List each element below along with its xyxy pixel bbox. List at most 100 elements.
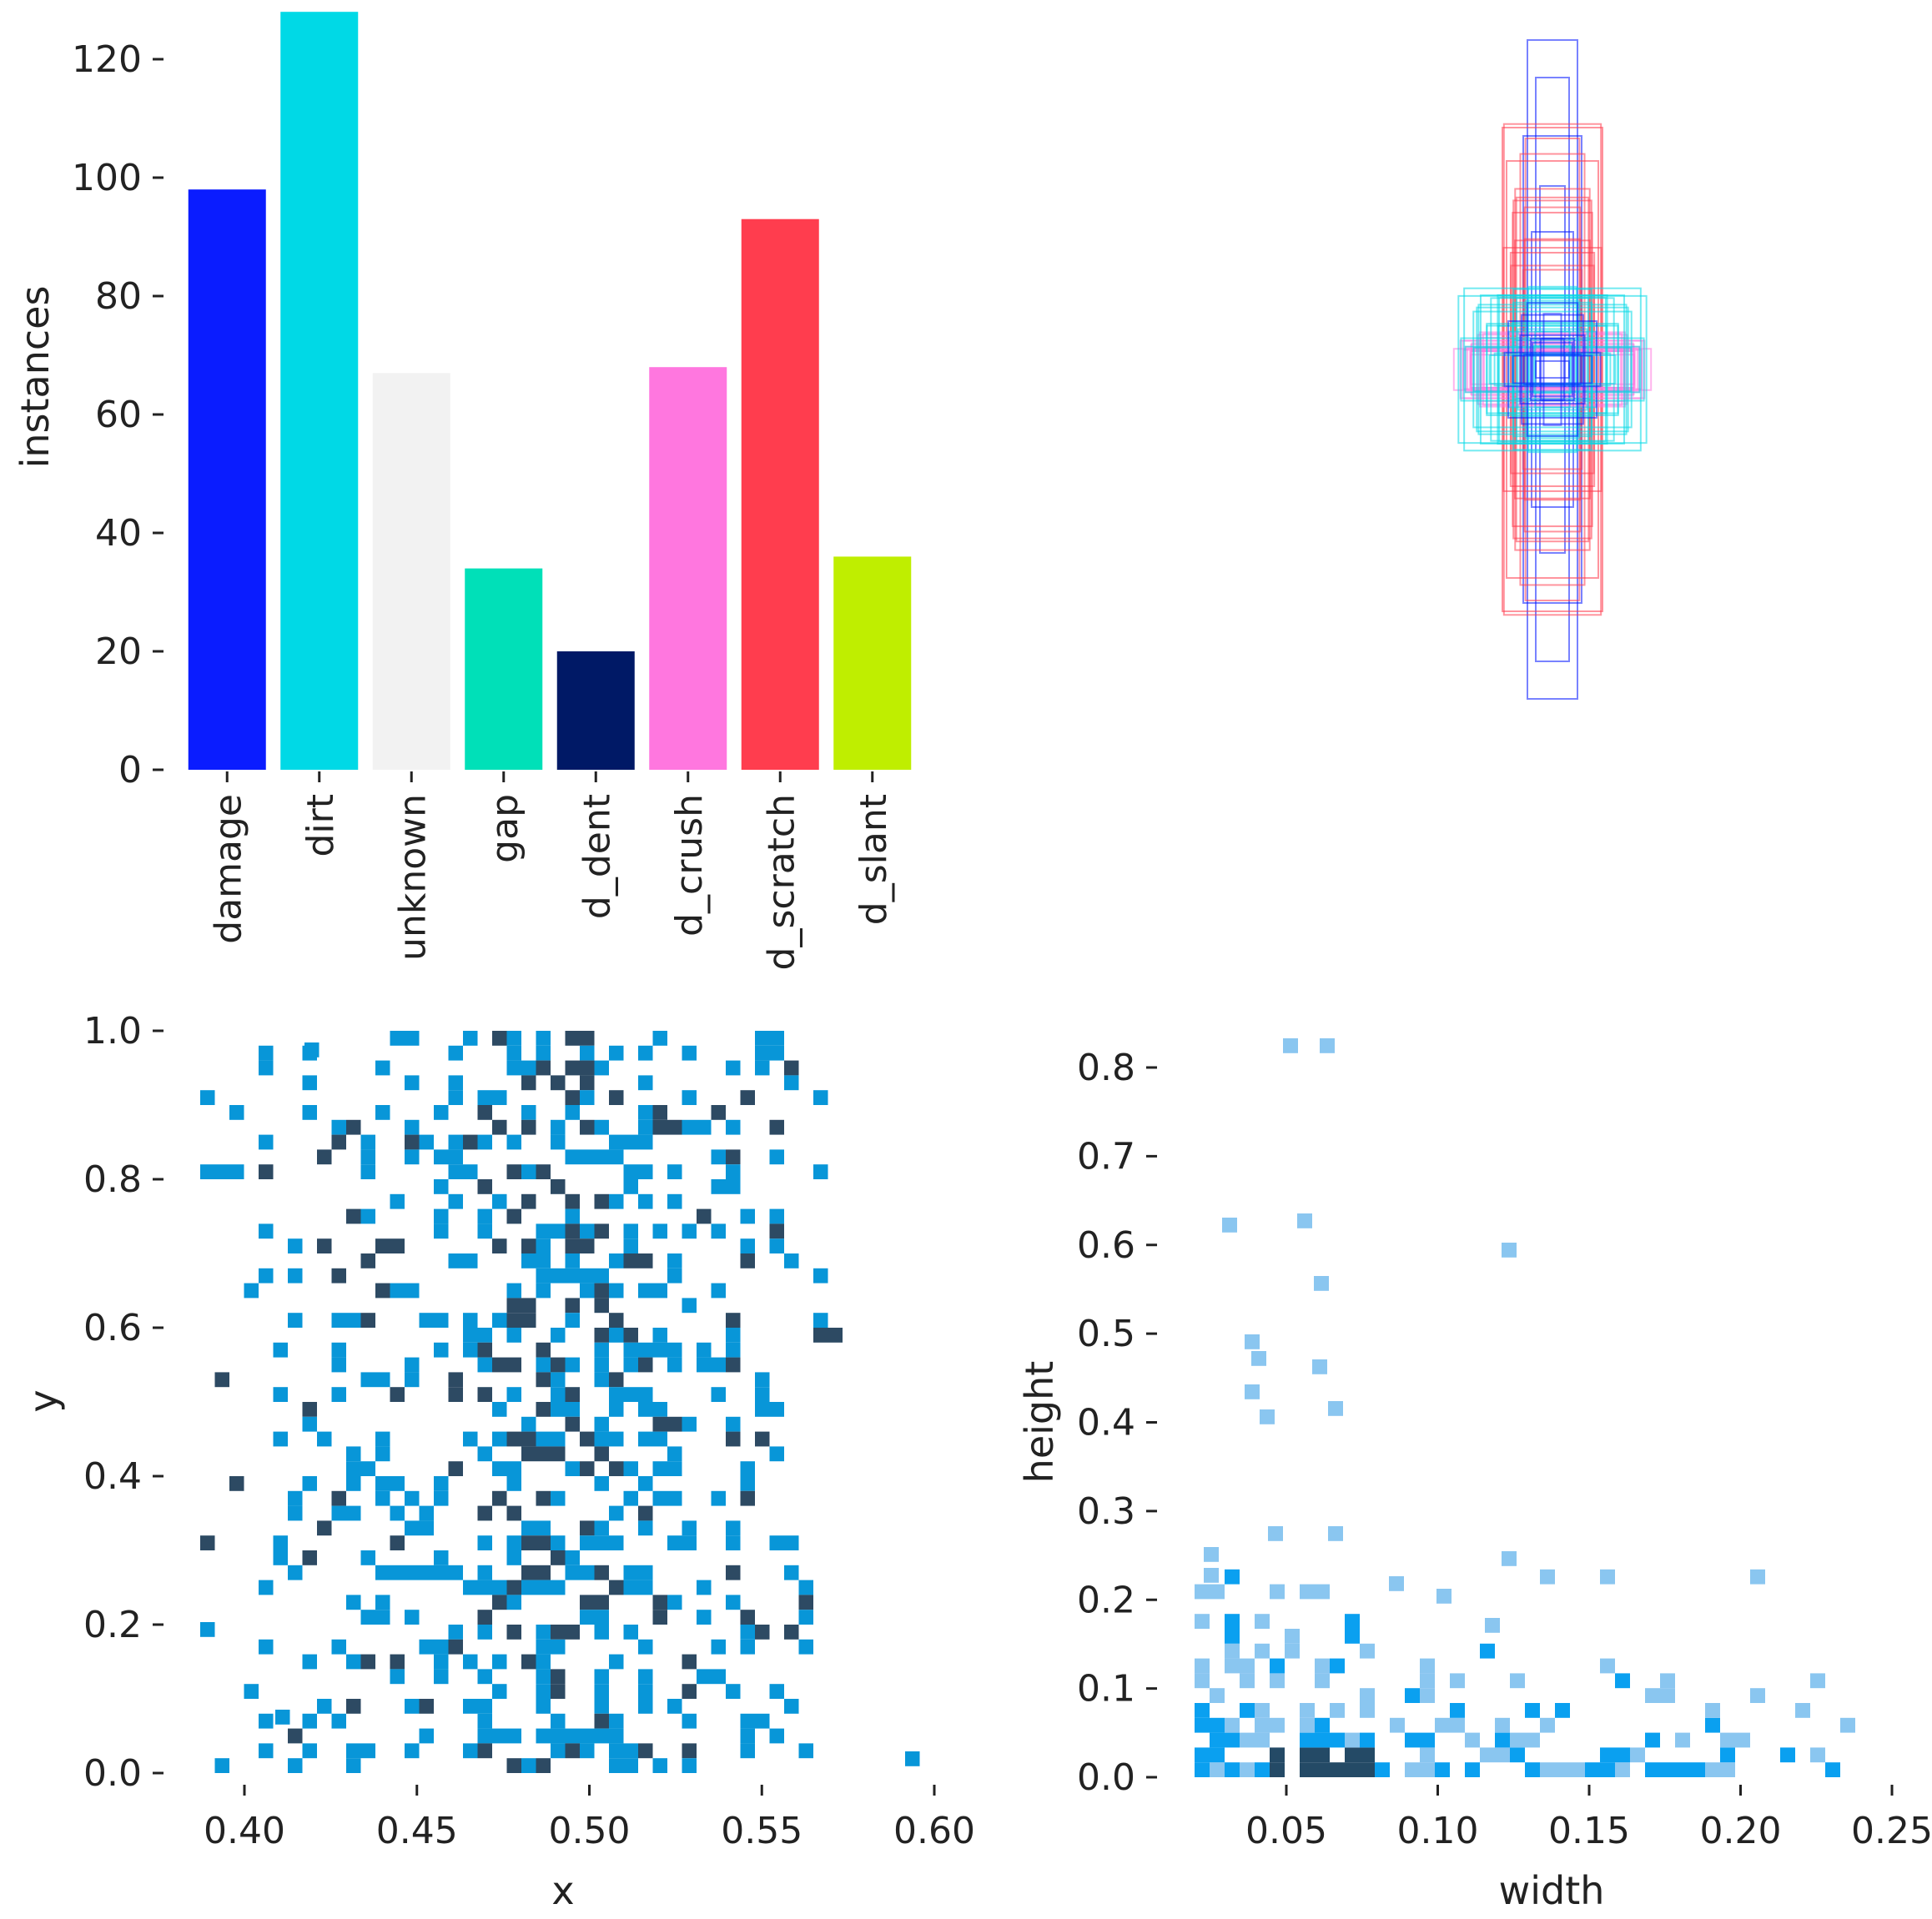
- xy-heatmap-cell: [463, 1328, 478, 1343]
- xy-heatmap-cell: [304, 1042, 319, 1057]
- xy-heatmap-cell: [740, 1253, 755, 1268]
- xy-heatmap-cell: [551, 1179, 566, 1194]
- xy-heatmap-cell: [565, 1238, 580, 1253]
- wh-heatmap-cell: [1750, 1569, 1765, 1585]
- wh-heatmap-cell: [1720, 1732, 1735, 1748]
- xy-heatmap-cell: [594, 1431, 609, 1447]
- xy-heatmap-cell: [594, 1446, 609, 1462]
- xy-heatmap-cell: [551, 1387, 566, 1402]
- xy-heatmap-cell: [302, 1402, 317, 1417]
- xy-heatmap-cell: [652, 1328, 667, 1343]
- xy-heatmap-cell: [580, 1520, 595, 1536]
- xy-heatmap-cell: [390, 1238, 405, 1253]
- wh-heatmap-cell: [1268, 1526, 1283, 1541]
- wh-heatmap-cell: [1555, 1703, 1570, 1718]
- xy-heatmap-cell: [726, 1357, 741, 1373]
- xy-heatmap-cell: [623, 1461, 638, 1476]
- xy-heatmap-cell: [419, 1728, 434, 1744]
- xy-heatmap-cell: [580, 1060, 595, 1076]
- xy-heatmap-cell: [506, 1060, 521, 1076]
- xy-heatmap-cell: [565, 1728, 580, 1744]
- y-tick-label: 0.8: [83, 1158, 142, 1201]
- bar-x-tick-label: gap: [484, 794, 526, 863]
- xy-heatmap-cell: [755, 1060, 770, 1076]
- wh-heatmap-cell: [1420, 1747, 1435, 1763]
- xy-heatmap-cell: [434, 1639, 449, 1655]
- xy-heatmap-cell: [769, 1446, 784, 1462]
- xy-heatmap-cell: [273, 1431, 288, 1447]
- xy-heatmap-cell: [536, 1283, 551, 1299]
- xy-heatmap-cell: [346, 1758, 361, 1773]
- xy-heatmap-cell: [726, 1313, 741, 1328]
- xy-heatmap-cell: [477, 1505, 492, 1521]
- xy-heatmap-cell: [463, 1313, 478, 1328]
- xy-heatmap-cell: [711, 1179, 726, 1194]
- y-tick-label: 0.3: [1077, 1490, 1135, 1533]
- xy-heatmap-cell: [375, 1446, 390, 1462]
- xy-heatmap-cell: [536, 1520, 551, 1536]
- xy-heatmap-cell: [259, 1639, 274, 1655]
- xy-heatmap-cell: [521, 1758, 536, 1773]
- wh-heatmap-cell: [1330, 1658, 1345, 1674]
- xy-heatmap-cell: [565, 1461, 580, 1476]
- xy-heatmap-cell: [273, 1550, 288, 1565]
- xy-heatmap-cell: [609, 1713, 624, 1729]
- xy-heatmap-cell: [244, 1283, 259, 1299]
- xy-heatmap-cell: [214, 1758, 229, 1773]
- wh-heatmap-cell: [1225, 1614, 1240, 1629]
- wh-heatmap-cell: [1450, 1717, 1465, 1733]
- wh-heatmap-cell: [1389, 1576, 1404, 1591]
- label-box-outline: [1470, 344, 1635, 395]
- xy-heatmap-cell: [405, 1031, 420, 1046]
- xy-heatmap-cell: [434, 1669, 449, 1685]
- xy-heatmap-cell: [521, 1565, 536, 1580]
- xy-heatmap-cell: [551, 1625, 566, 1640]
- xy-heatmap-cell: [769, 1149, 784, 1165]
- xy-heatmap-cell: [448, 1253, 463, 1268]
- xy-heatmap-cell: [302, 1075, 317, 1091]
- wh-heatmap-cell: [1315, 1717, 1330, 1733]
- y-tick-label: 0.1: [1077, 1668, 1135, 1711]
- wh-heatmap-cell: [1510, 1732, 1525, 1748]
- xy-heatmap-cell: [623, 1357, 638, 1373]
- xy-heatmap-cell: [609, 1431, 624, 1447]
- label-box-outline: [1479, 294, 1626, 445]
- xy-heatmap-cell: [740, 1208, 755, 1224]
- wh-heatmap-cell: [1600, 1658, 1615, 1674]
- wh-heatmap-cell: [1314, 1276, 1329, 1291]
- wh-heatmap-cell: [1525, 1732, 1540, 1748]
- xy-heatmap-cell: [726, 1565, 741, 1580]
- xy-heatmap-cell: [652, 1105, 667, 1120]
- xy-heatmap-cell: [521, 1193, 536, 1209]
- label-box-outline: [1522, 353, 1582, 386]
- xy-heatmap-cell: [346, 1313, 361, 1328]
- xy-heatmap-cell: [638, 1193, 653, 1209]
- y-tick-label: 0.7: [1077, 1135, 1135, 1178]
- wh-heatmap-cell: [1540, 1762, 1555, 1777]
- xy-heatmap-cell: [346, 1476, 361, 1491]
- wh-heatmap-cell: [1510, 1673, 1525, 1689]
- bar-d_slant: [833, 556, 912, 770]
- xy-heatmap-cell: [375, 1238, 390, 1253]
- wh-heatmap-cell: [1390, 1717, 1405, 1733]
- xy-heatmap-cell: [580, 1090, 595, 1105]
- wh-heatmap-cell: [1405, 1762, 1420, 1777]
- y-tick-label: 0.2: [1077, 1579, 1135, 1621]
- xy-heatmap-cell: [594, 1342, 609, 1358]
- xy-heatmap-cell: [609, 1045, 624, 1061]
- xy-heatmap-cell: [506, 1208, 521, 1224]
- xy-heatmap-cell: [711, 1669, 726, 1685]
- xy-heatmap-cell: [463, 1431, 478, 1447]
- wh-heatmap-cell: [1510, 1747, 1525, 1763]
- wh-heatmap-cell: [1315, 1658, 1330, 1674]
- xy-heatmap-cell: [580, 1283, 595, 1299]
- xy-heatmap-cell: [740, 1090, 755, 1105]
- xy-heatmap-cell: [521, 1313, 536, 1328]
- y-tick-label: 0.8: [1077, 1047, 1135, 1089]
- xy-heatmap-cell: [375, 1283, 390, 1299]
- xy-heatmap-cell: [594, 1298, 609, 1314]
- wh-heatmap-cell: [1270, 1673, 1285, 1689]
- xy-heatmap-cell: [521, 1238, 536, 1253]
- x-tick-label: 0.15: [1548, 1810, 1630, 1852]
- xy-heatmap-cell: [580, 1238, 595, 1253]
